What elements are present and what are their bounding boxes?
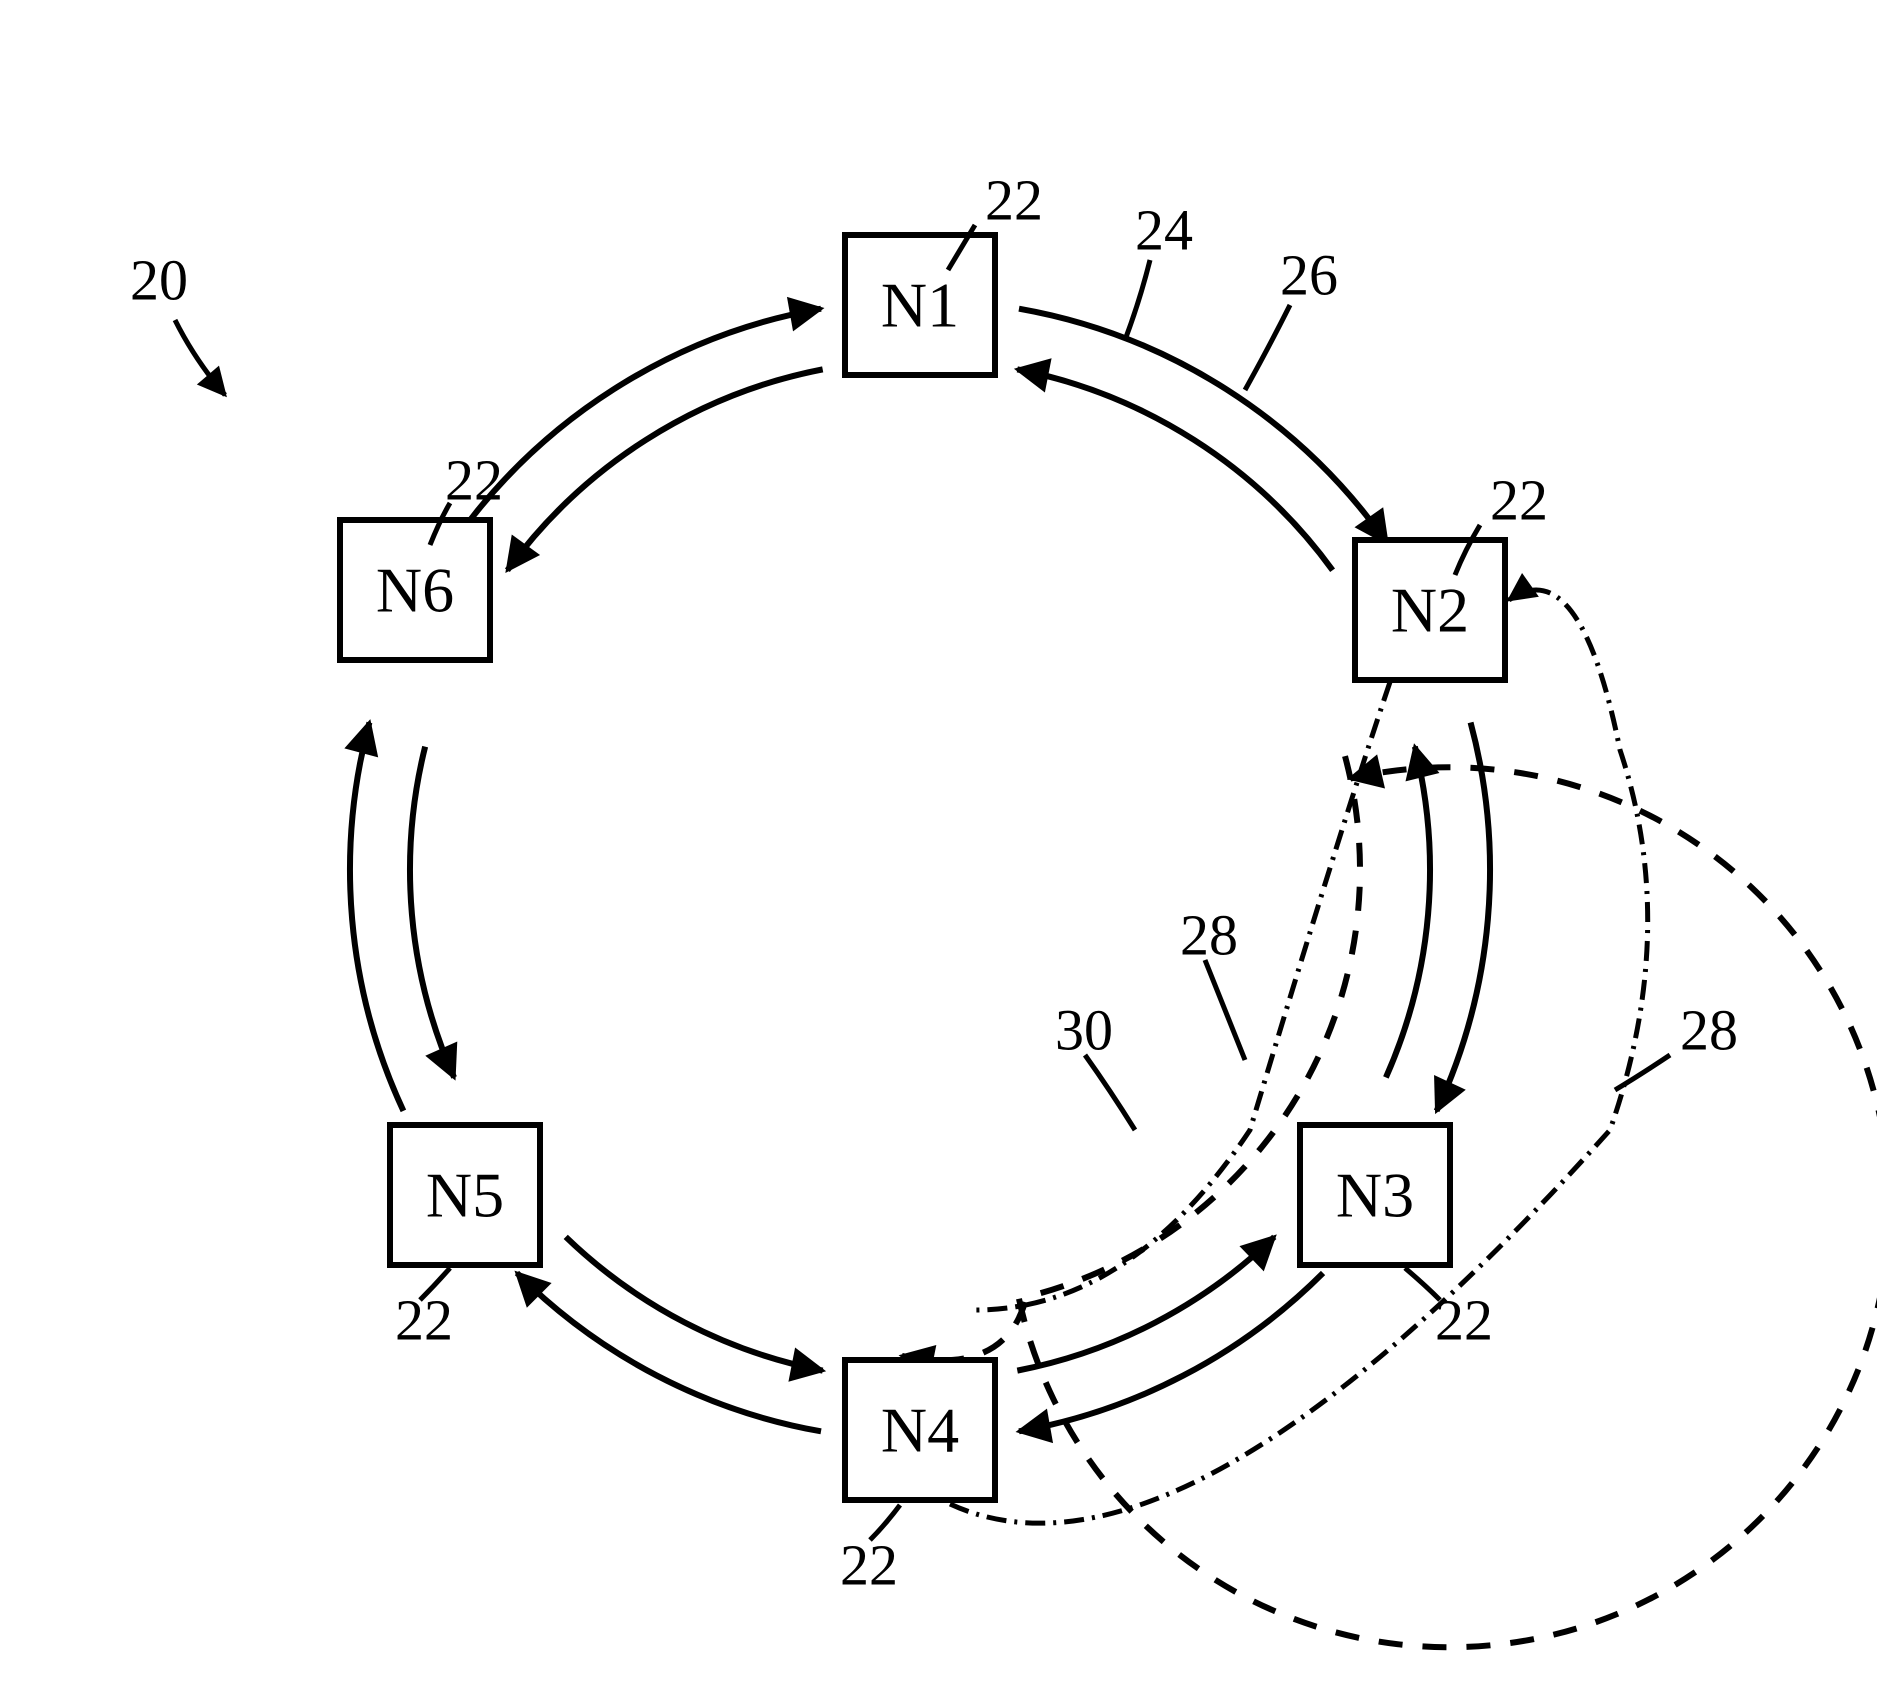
ref-label-20: 20: [130, 248, 188, 313]
ref-26-8: 26: [1245, 243, 1338, 391]
node-n2: N2: [1355, 540, 1505, 680]
node-n6: N6: [340, 520, 490, 660]
outer-arc-N4-N5: [517, 1273, 821, 1431]
ref-label-24: 24: [1135, 198, 1193, 263]
ref-label-22: 22: [1435, 1288, 1493, 1353]
inner-arc-N2-N1: [1017, 369, 1332, 570]
node-n1: N1: [845, 235, 995, 375]
inner-arc-N4-N3: [1017, 1237, 1274, 1371]
outer-arc-N5-N6: [350, 722, 403, 1110]
nodes: N1 N2 N3 N4 N5 N6: [340, 235, 1505, 1500]
ref-pointer-28: [1615, 1055, 1670, 1090]
node-n4: N4: [845, 1360, 995, 1500]
ref-label-30: 30: [1055, 998, 1113, 1063]
dashed-arc-n2-to-n4: [902, 756, 1360, 1360]
node-n4-label: N4: [881, 1395, 959, 1466]
outer-arc-N1-N2: [1019, 309, 1387, 543]
node-n5-label: N5: [426, 1160, 504, 1231]
ref-pointer-30: [1085, 1055, 1135, 1130]
inner-arc-N6-N5: [410, 747, 454, 1078]
ref-30-11: 30: [1055, 998, 1135, 1131]
ref-label-22: 22: [445, 448, 503, 513]
outer-arc-N2-N3: [1437, 722, 1490, 1110]
node-n3-label: N3: [1336, 1160, 1414, 1231]
node-n5: N5: [390, 1125, 540, 1265]
ref-pointer-26: [1245, 305, 1290, 390]
ref-20-0: 20: [130, 248, 225, 396]
outer-arc-N3-N4: [1019, 1273, 1323, 1431]
ref-22-5: 22: [395, 1268, 453, 1353]
ref-28-9: 28: [1180, 903, 1245, 1061]
ref-pointer-28: [1205, 960, 1245, 1060]
node-n6-label: N6: [376, 555, 454, 626]
ref-label-28: 28: [1180, 903, 1238, 968]
node-n2-label: N2: [1391, 575, 1469, 646]
ref-label-22: 22: [840, 1533, 898, 1598]
ref-pointer-20: [175, 320, 225, 395]
outer-arc-N6-N1: [453, 309, 821, 543]
inner-arc-N3-N2: [1386, 747, 1430, 1078]
inner-arc-N5-N4: [566, 1237, 823, 1371]
ref-28-10: 28: [1615, 998, 1738, 1091]
ref-pointer-24: [1125, 260, 1150, 340]
ref-22-4: 22: [840, 1505, 900, 1598]
ref-pointer-22: [1405, 1268, 1440, 1300]
ref-24-7: 24: [1125, 198, 1193, 341]
node-n3: N3: [1300, 1125, 1450, 1265]
inner-arc-N1-N6: [507, 369, 822, 570]
node-n1-label: N1: [881, 270, 959, 341]
ref-label-22: 22: [985, 168, 1043, 233]
ref-label-26: 26: [1280, 243, 1338, 308]
ref-label-22: 22: [1490, 468, 1548, 533]
ref-22-3: 22: [1405, 1268, 1493, 1353]
ref-label-28: 28: [1680, 998, 1738, 1063]
ring-26-inner: [410, 369, 1430, 1370]
